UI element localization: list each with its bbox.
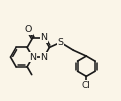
Text: S: S — [57, 38, 64, 47]
Text: N: N — [40, 53, 47, 62]
Text: N: N — [29, 53, 36, 62]
Text: Cl: Cl — [82, 81, 91, 90]
Text: O: O — [24, 25, 32, 34]
Text: N: N — [40, 33, 47, 42]
